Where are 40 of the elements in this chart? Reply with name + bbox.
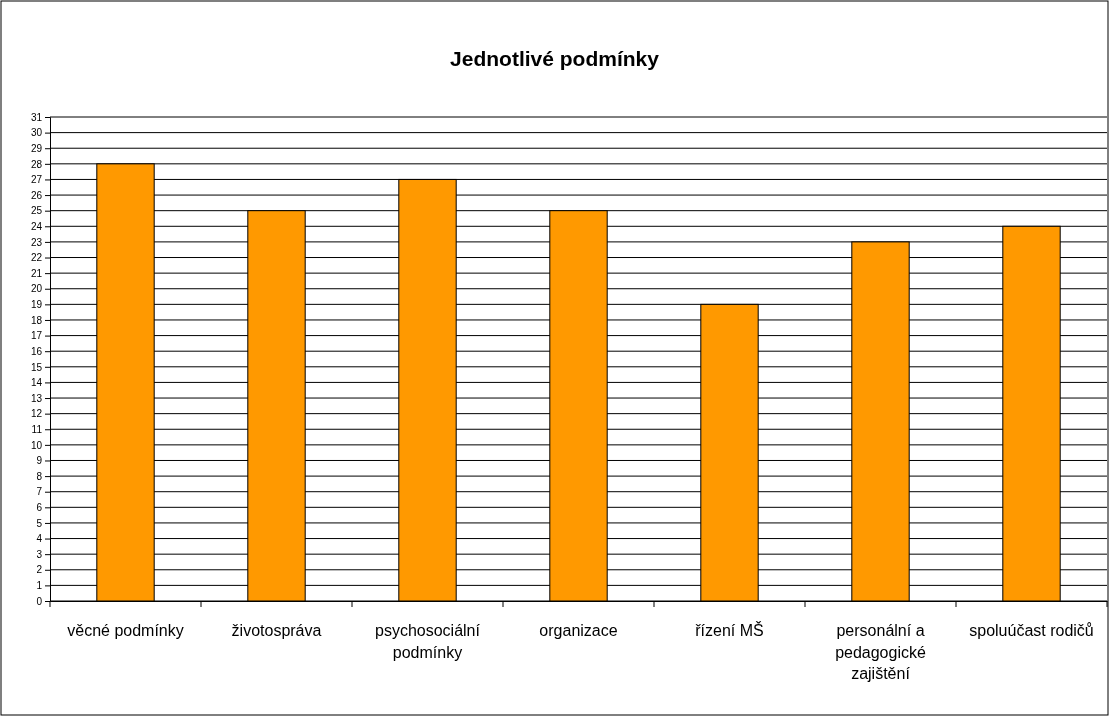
y-tick-label: 4 bbox=[36, 533, 43, 545]
y-tick-label: 9 bbox=[36, 455, 43, 467]
x-tick-label: věcné podmínky bbox=[67, 622, 184, 639]
x-tick-label: personální a pedagogické zajištění bbox=[835, 622, 926, 683]
y-tick-label: 0 bbox=[36, 595, 43, 607]
y-tick-label: 20 bbox=[30, 283, 43, 295]
y-tick-label: 26 bbox=[30, 189, 43, 201]
y-tick-label: 30 bbox=[30, 127, 43, 139]
x-tick-label: organizace bbox=[539, 622, 618, 639]
y-tick-label: 27 bbox=[30, 174, 43, 186]
y-tick-label: 13 bbox=[30, 392, 43, 404]
y-tick-label: 22 bbox=[30, 252, 43, 264]
x-tick-label: životospráva bbox=[231, 622, 322, 639]
y-tick-label: 29 bbox=[30, 142, 43, 154]
y-tick-label: 1 bbox=[36, 580, 43, 592]
y-tick-label: 5 bbox=[36, 517, 43, 529]
y-tick-label: 12 bbox=[30, 408, 43, 420]
y-tick-label: 3 bbox=[36, 548, 43, 560]
chart-title: Jednotlivé podmínky bbox=[450, 47, 660, 70]
y-tick-label: 19 bbox=[30, 299, 43, 311]
y-tick-label: 8 bbox=[36, 470, 43, 482]
y-tick-label: 6 bbox=[36, 502, 43, 514]
y-tick-label: 15 bbox=[30, 361, 43, 373]
y-tick-label: 2 bbox=[36, 564, 43, 576]
y-tick-label: 28 bbox=[30, 158, 43, 170]
x-tick-label: řízení MŠ bbox=[695, 621, 764, 639]
y-tick-label: 10 bbox=[30, 439, 43, 451]
y-tick-label: 14 bbox=[30, 377, 43, 389]
y-tick-label: 17 bbox=[30, 330, 43, 342]
x-tick-label: psychosociální podmínky bbox=[375, 622, 481, 661]
y-tick-label: 31 bbox=[30, 111, 43, 123]
y-tick-label: 21 bbox=[30, 267, 43, 279]
y-tick-label: 25 bbox=[30, 205, 43, 217]
y-tick-label: 16 bbox=[30, 345, 43, 357]
y-tick-label: 11 bbox=[31, 423, 43, 435]
y-tick-label: 23 bbox=[30, 236, 43, 248]
y-tick-label: 24 bbox=[30, 220, 43, 232]
y-tick-label: 7 bbox=[36, 486, 43, 498]
x-tick-label: spoluúčast rodičů bbox=[969, 622, 1094, 639]
y-tick-label: 18 bbox=[30, 314, 43, 326]
